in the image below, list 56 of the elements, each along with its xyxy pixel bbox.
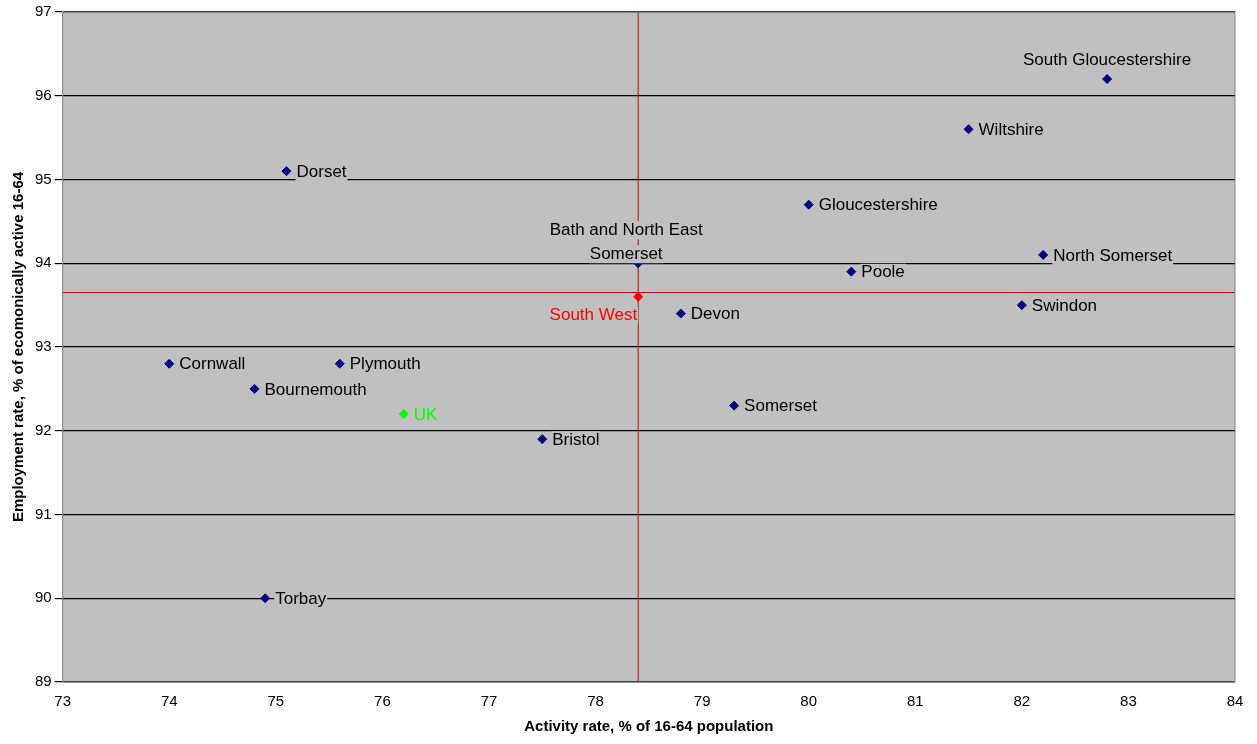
x-tick-label: 74 [160, 692, 178, 710]
y-tick-label: 96 [35, 85, 52, 103]
point [249, 383, 260, 394]
x-tick-label: 81 [906, 692, 924, 710]
x-tick-label: 73 [54, 692, 72, 710]
annotation: Wiltshire [978, 119, 1044, 139]
annotation: UK [413, 404, 438, 424]
annotation: Somerset [744, 396, 818, 416]
point [1016, 300, 1027, 311]
point [963, 124, 974, 135]
y-tick-label: 95 [35, 169, 52, 187]
x-tick-label: 84 [1226, 692, 1244, 710]
annotation: Poole [861, 262, 905, 282]
annotation: Gloucestershire [818, 195, 938, 215]
x-tick-label: 82 [1013, 692, 1031, 710]
x-tick-label: 80 [800, 692, 818, 710]
annotation: Devon [690, 304, 740, 324]
point [1038, 249, 1049, 260]
y-axis-title: Employment rate, % of ecomonically active 16-64 [9, 171, 27, 523]
point [1102, 74, 1113, 84]
annotation: Bath and North East Somerset [549, 219, 704, 263]
annotation: Cornwall [179, 354, 246, 374]
point [675, 308, 686, 319]
annotation: Swindon [1031, 295, 1098, 315]
y-tick-label: 93 [35, 337, 52, 355]
point [281, 166, 292, 177]
y-tick-label: 89 [35, 672, 52, 690]
point [729, 400, 740, 411]
point [260, 593, 271, 604]
point [846, 266, 857, 277]
point [633, 291, 644, 302]
x-tick-label: 78 [587, 692, 604, 710]
annotation: Plymouth [349, 354, 421, 374]
annotation: North Somerset [1053, 245, 1173, 265]
y-tick-label: 94 [35, 253, 52, 271]
point [398, 409, 409, 419]
x-tick-label: 76 [374, 692, 391, 710]
annotation: Bournemouth [264, 379, 367, 399]
y-tick-label: 90 [35, 588, 52, 606]
annotation: Dorset [296, 161, 347, 181]
x-tick-label: 77 [480, 692, 498, 710]
annotation: Torbay [275, 588, 327, 608]
y-tick-label: 92 [35, 420, 52, 438]
point [537, 434, 548, 445]
point [164, 358, 175, 369]
x-axis-title: Activity rate, % of 16-64 population [524, 717, 774, 735]
annotation: Bristol [552, 429, 600, 449]
x-tick-label: 75 [267, 692, 285, 710]
point [803, 199, 814, 210]
annotation: South West [549, 305, 638, 325]
y-tick-label: 91 [35, 504, 52, 522]
y-tick-label: 97 [35, 2, 52, 20]
x-tick-label: 83 [1120, 692, 1137, 710]
annotation: South Gloucestershire [1023, 49, 1192, 69]
x-tick-label: 79 [693, 692, 711, 710]
point [334, 358, 345, 369]
